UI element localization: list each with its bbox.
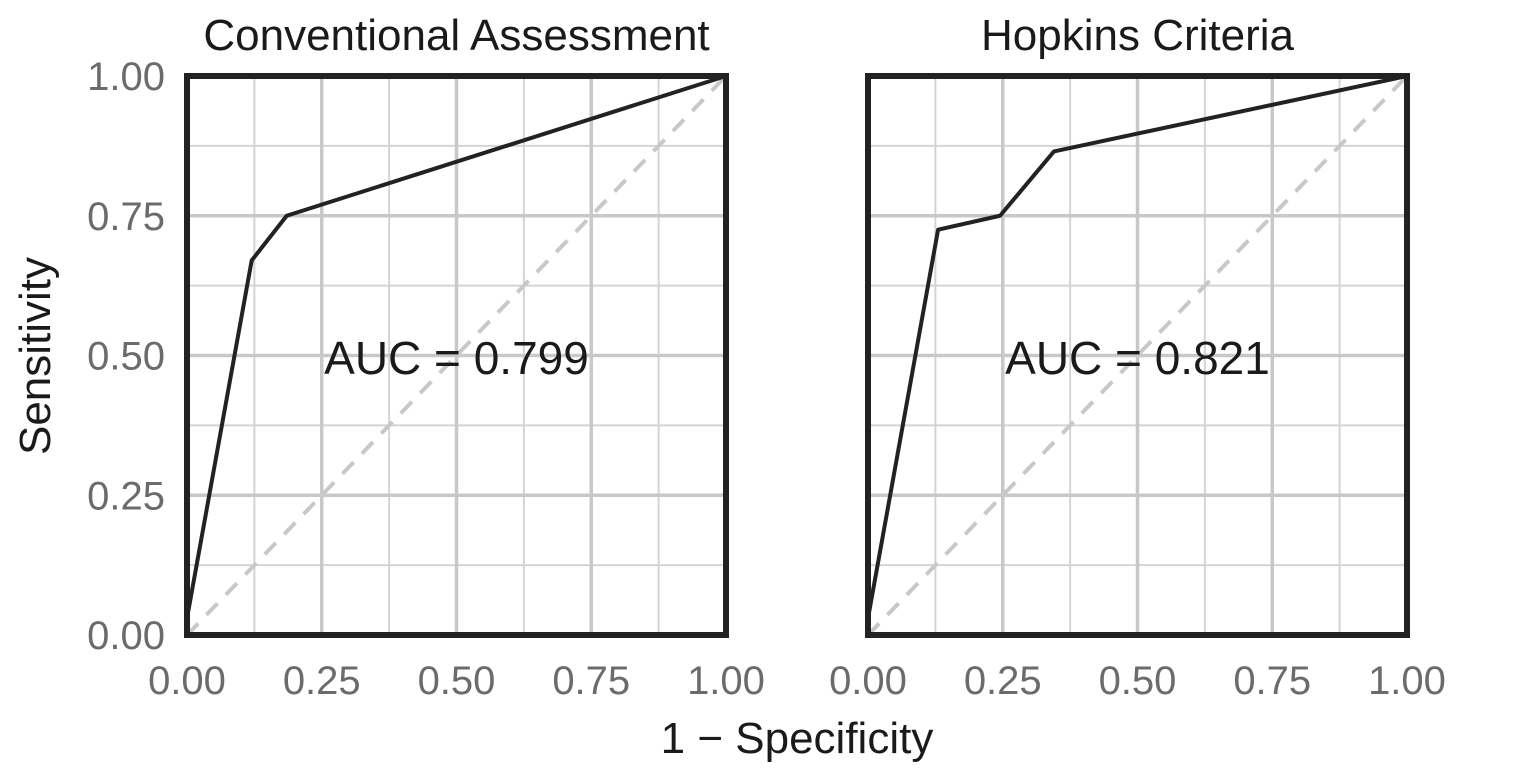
chance-diagonal xyxy=(866,74,1409,637)
y-tick-label: 1.00 xyxy=(87,55,165,99)
panels: Conventional Assessment AUC = 0.799 0.00 0.… xyxy=(148,11,1446,703)
panel-1: Conventional Assessment AUC = 0.799 0.00 0.… xyxy=(148,11,765,703)
chance-diagonal xyxy=(185,74,728,637)
x-axis-title: 1 − Specificity xyxy=(661,714,934,763)
panel-title: Hopkins Criteria xyxy=(981,11,1295,60)
panel-title: Conventional Assessment xyxy=(203,11,709,60)
y-tick-label: 0.50 xyxy=(87,335,165,379)
panel-frame xyxy=(865,73,1410,638)
x-tick-label: 0.75 xyxy=(552,659,630,703)
x-tick-label: 0.50 xyxy=(418,659,496,703)
y-tick-label: 0.25 xyxy=(87,474,165,518)
panel-frame xyxy=(184,73,729,638)
x-tick-label: 0.00 xyxy=(148,659,226,703)
x-tick-label: 0.00 xyxy=(829,659,907,703)
panel-2: Hopkins Criteria AUC = 0.821 0.00 0.25 0.50 0… xyxy=(829,11,1446,703)
x-tick-label: 0.50 xyxy=(1099,659,1177,703)
x-tick-label: 0.25 xyxy=(964,659,1042,703)
auc-label: AUC = 0.799 xyxy=(324,332,589,384)
y-tick-labels: 0.00 0.25 0.50 0.75 1.00 xyxy=(87,55,165,658)
y-tick-label: 0.00 xyxy=(87,614,165,658)
x-tick-label: 0.75 xyxy=(1233,659,1311,703)
x-tick-label: 1.00 xyxy=(1368,659,1446,703)
x-tick-label: 0.25 xyxy=(283,659,361,703)
y-axis-title: Sensitivity xyxy=(11,257,60,455)
auc-label: AUC = 0.821 xyxy=(1005,332,1270,384)
y-tick-label: 0.75 xyxy=(87,195,165,239)
x-tick-label: 1.00 xyxy=(687,659,765,703)
